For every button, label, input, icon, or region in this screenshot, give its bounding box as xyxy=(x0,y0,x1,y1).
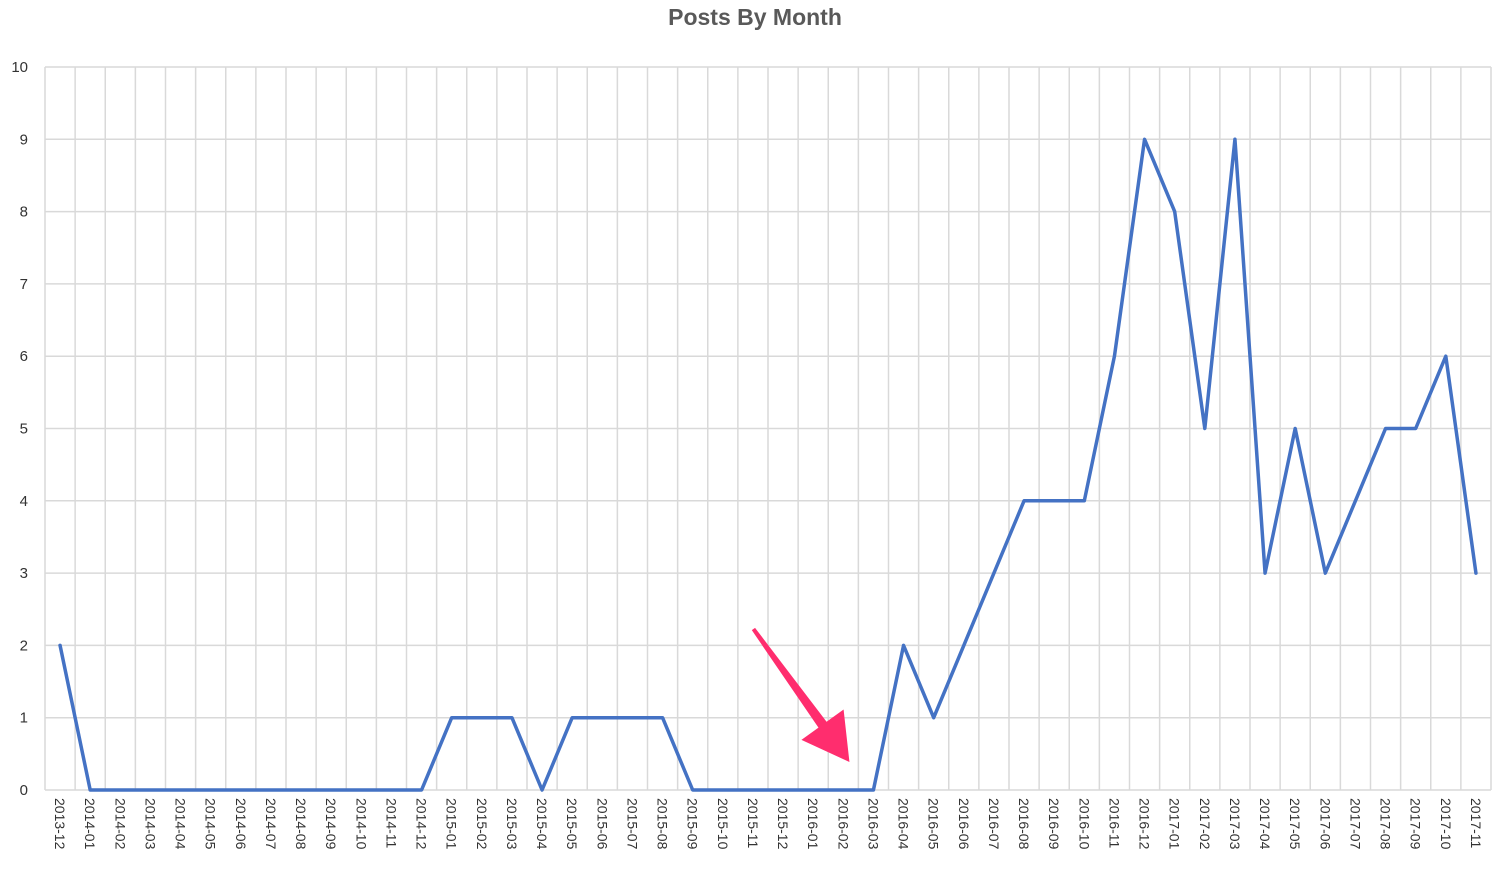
x-tick-label: 2016-04 xyxy=(896,798,912,850)
x-tick-label: 2014-07 xyxy=(263,798,279,850)
annotation-layer xyxy=(751,627,850,762)
chart-title: Posts By Month xyxy=(668,4,842,30)
x-tick-label: 2014-04 xyxy=(173,798,189,850)
series-layer xyxy=(58,137,1478,792)
x-tick-label: 2017-10 xyxy=(1438,798,1454,850)
y-tick-label: 1 xyxy=(20,710,28,727)
y-tick-label: 5 xyxy=(20,421,28,438)
y-tick-label: 9 xyxy=(20,131,28,148)
x-tick-label: 2014-06 xyxy=(233,798,249,850)
x-tick-label: 2014-05 xyxy=(203,798,219,850)
x-tick-label: 2013-12 xyxy=(52,798,68,850)
x-tick-label: 2017-02 xyxy=(1197,798,1213,850)
x-tick-label: 2015-12 xyxy=(775,798,791,850)
x-axis-ticks: 2013-12 2014-01 2014-02 2014-03 2014-04 2014-… xyxy=(52,798,1484,850)
x-tick-label: 2016-12 xyxy=(1137,798,1153,850)
x-tick-label: 2017-06 xyxy=(1317,798,1333,850)
x-tick-label: 2017-08 xyxy=(1378,798,1394,850)
y-tick-label: 2 xyxy=(20,637,28,654)
x-tick-label: 2014-11 xyxy=(383,798,399,849)
x-tick-label: 2016-02 xyxy=(835,798,851,850)
y-tick-label: 10 xyxy=(11,59,28,76)
x-tick-label: 2015-05 xyxy=(564,798,580,850)
x-tick-label: 2015-01 xyxy=(444,798,460,850)
y-tick-label: 8 xyxy=(20,204,28,221)
x-tick-label: 2016-10 xyxy=(1076,798,1092,850)
x-tick-label: 2015-09 xyxy=(685,798,701,850)
y-tick-label: 0 xyxy=(20,782,28,799)
series-line xyxy=(58,137,1478,792)
x-tick-label: 2017-01 xyxy=(1167,798,1183,850)
y-tick-label: 4 xyxy=(20,493,28,510)
x-tick-label: 2017-07 xyxy=(1347,798,1363,850)
x-tick-label: 2016-08 xyxy=(1016,798,1032,850)
x-tick-label: 2016-06 xyxy=(956,798,972,850)
x-tick-label: 2014-01 xyxy=(82,798,98,850)
annotation-arrow xyxy=(751,627,850,762)
x-tick-label: 2014-02 xyxy=(112,798,128,850)
x-tick-label: 2017-04 xyxy=(1257,798,1273,850)
x-tick-label: 2014-10 xyxy=(353,798,369,850)
x-tick-label: 2017-05 xyxy=(1287,798,1303,850)
x-tick-label: 2016-05 xyxy=(926,798,942,850)
x-tick-label: 2014-08 xyxy=(293,798,309,850)
grid xyxy=(44,66,1492,791)
x-tick-label: 2015-10 xyxy=(715,798,731,850)
x-tick-label: 2015-08 xyxy=(655,798,671,850)
x-tick-label: 2016-11 xyxy=(1106,798,1122,849)
x-tick-label: 2015-11 xyxy=(745,798,761,849)
x-tick-label: 2017-11 xyxy=(1468,798,1484,849)
x-tick-label: 2016-09 xyxy=(1046,798,1062,850)
y-tick-label: 7 xyxy=(20,276,28,293)
x-tick-label: 2015-02 xyxy=(474,798,490,850)
x-tick-label: 2016-03 xyxy=(865,798,881,850)
x-tick-label: 2015-03 xyxy=(504,798,520,850)
x-tick-label: 2017-09 xyxy=(1408,798,1424,850)
y-tick-label: 6 xyxy=(20,348,28,365)
x-tick-label: 2016-01 xyxy=(805,798,821,850)
x-tick-label: 2014-09 xyxy=(323,798,339,850)
x-tick-label: 2015-07 xyxy=(624,798,640,850)
x-tick-label: 2017-03 xyxy=(1227,798,1243,850)
x-tick-label: 2015-06 xyxy=(594,798,610,850)
x-tick-label: 2014-12 xyxy=(414,798,430,850)
y-axis-ticks: 0 1 2 3 4 5 6 7 8 9 10 xyxy=(11,59,28,799)
x-tick-label: 2015-04 xyxy=(534,798,550,850)
y-tick-label: 3 xyxy=(20,565,28,582)
x-tick-label: 2016-07 xyxy=(986,798,1002,850)
x-tick-label: 2014-03 xyxy=(142,798,158,850)
